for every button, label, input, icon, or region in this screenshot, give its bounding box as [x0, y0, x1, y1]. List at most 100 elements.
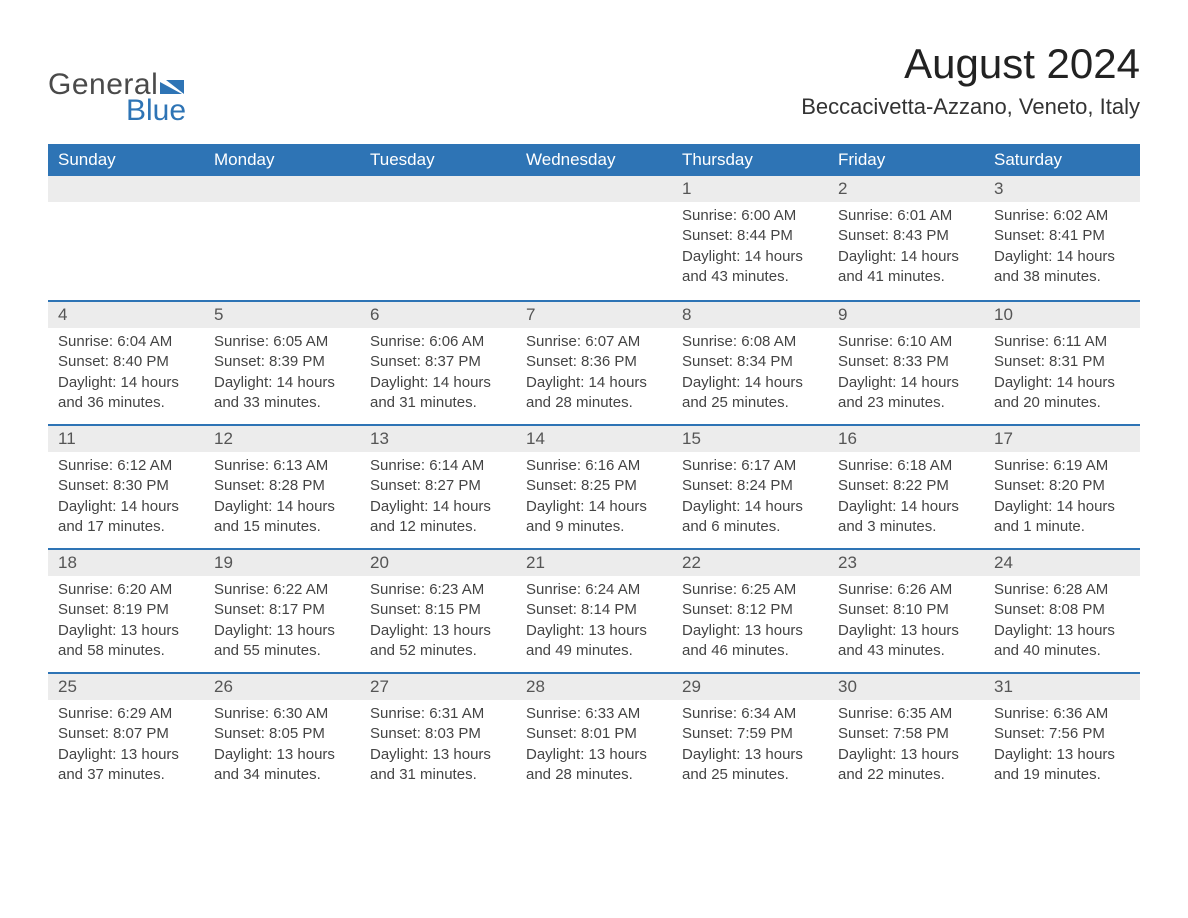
daylight-line: Daylight: 14 hours and 43 minutes.	[682, 247, 818, 288]
sunset-line: Sunset: 8:40 PM	[58, 352, 194, 372]
sunset-line: Sunset: 8:44 PM	[682, 226, 818, 246]
day-details: Sunrise: 6:20 AMSunset: 8:19 PMDaylight:…	[48, 576, 204, 669]
day-details: Sunrise: 6:13 AMSunset: 8:28 PMDaylight:…	[204, 452, 360, 545]
daylight-line: Daylight: 13 hours and 46 minutes.	[682, 621, 818, 662]
calendar-day-cell	[516, 176, 672, 300]
day-details: Sunrise: 6:18 AMSunset: 8:22 PMDaylight:…	[828, 452, 984, 545]
day-details: Sunrise: 6:34 AMSunset: 7:59 PMDaylight:…	[672, 700, 828, 793]
sunset-line: Sunset: 8:27 PM	[370, 476, 506, 496]
sunset-line: Sunset: 8:03 PM	[370, 724, 506, 744]
month-title: August 2024	[801, 40, 1140, 88]
sunrise-line: Sunrise: 6:30 AM	[214, 704, 350, 724]
sunrise-line: Sunrise: 6:13 AM	[214, 456, 350, 476]
sunrise-line: Sunrise: 6:07 AM	[526, 332, 662, 352]
day-number: 20	[360, 548, 516, 576]
daylight-line: Daylight: 14 hours and 6 minutes.	[682, 497, 818, 538]
day-details: Sunrise: 6:30 AMSunset: 8:05 PMDaylight:…	[204, 700, 360, 793]
day-details: Sunrise: 6:26 AMSunset: 8:10 PMDaylight:…	[828, 576, 984, 669]
daylight-line: Daylight: 14 hours and 31 minutes.	[370, 373, 506, 414]
daylight-line: Daylight: 14 hours and 33 minutes.	[214, 373, 350, 414]
day-details: Sunrise: 6:00 AMSunset: 8:44 PMDaylight:…	[672, 202, 828, 295]
calendar-day-cell: 5Sunrise: 6:05 AMSunset: 8:39 PMDaylight…	[204, 300, 360, 424]
sunrise-line: Sunrise: 6:10 AM	[838, 332, 974, 352]
day-details: Sunrise: 6:24 AMSunset: 8:14 PMDaylight:…	[516, 576, 672, 669]
sunset-line: Sunset: 8:08 PM	[994, 600, 1130, 620]
sunrise-line: Sunrise: 6:16 AM	[526, 456, 662, 476]
calendar-week-row: 25Sunrise: 6:29 AMSunset: 8:07 PMDayligh…	[48, 672, 1140, 796]
sunrise-line: Sunrise: 6:33 AM	[526, 704, 662, 724]
daylight-line: Daylight: 14 hours and 23 minutes.	[838, 373, 974, 414]
sunrise-line: Sunrise: 6:00 AM	[682, 206, 818, 226]
sunrise-line: Sunrise: 6:18 AM	[838, 456, 974, 476]
calendar-day-cell: 17Sunrise: 6:19 AMSunset: 8:20 PMDayligh…	[984, 424, 1140, 548]
sunset-line: Sunset: 8:07 PM	[58, 724, 194, 744]
sunrise-line: Sunrise: 6:12 AM	[58, 456, 194, 476]
day-number: 16	[828, 424, 984, 452]
sunrise-line: Sunrise: 6:34 AM	[682, 704, 818, 724]
day-number: 25	[48, 672, 204, 700]
empty-day	[48, 176, 204, 202]
daylight-line: Daylight: 13 hours and 52 minutes.	[370, 621, 506, 662]
day-details: Sunrise: 6:33 AMSunset: 8:01 PMDaylight:…	[516, 700, 672, 793]
empty-day	[360, 176, 516, 202]
sunset-line: Sunset: 8:05 PM	[214, 724, 350, 744]
calendar-day-cell: 13Sunrise: 6:14 AMSunset: 8:27 PMDayligh…	[360, 424, 516, 548]
calendar-day-cell: 21Sunrise: 6:24 AMSunset: 8:14 PMDayligh…	[516, 548, 672, 672]
sunset-line: Sunset: 8:41 PM	[994, 226, 1130, 246]
day-number: 24	[984, 548, 1140, 576]
day-number: 13	[360, 424, 516, 452]
daylight-line: Daylight: 13 hours and 25 minutes.	[682, 745, 818, 786]
day-number: 7	[516, 300, 672, 328]
day-details: Sunrise: 6:12 AMSunset: 8:30 PMDaylight:…	[48, 452, 204, 545]
calendar-day-cell: 15Sunrise: 6:17 AMSunset: 8:24 PMDayligh…	[672, 424, 828, 548]
calendar-table: Sunday Monday Tuesday Wednesday Thursday…	[48, 144, 1140, 796]
day-number: 31	[984, 672, 1140, 700]
sunrise-line: Sunrise: 6:11 AM	[994, 332, 1130, 352]
daylight-line: Daylight: 13 hours and 31 minutes.	[370, 745, 506, 786]
calendar-day-cell: 1Sunrise: 6:00 AMSunset: 8:44 PMDaylight…	[672, 176, 828, 300]
sunrise-line: Sunrise: 6:17 AM	[682, 456, 818, 476]
calendar-day-cell: 16Sunrise: 6:18 AMSunset: 8:22 PMDayligh…	[828, 424, 984, 548]
calendar-day-cell: 12Sunrise: 6:13 AMSunset: 8:28 PMDayligh…	[204, 424, 360, 548]
empty-day	[204, 176, 360, 202]
day-number: 12	[204, 424, 360, 452]
day-number: 3	[984, 176, 1140, 202]
sunset-line: Sunset: 8:01 PM	[526, 724, 662, 744]
daylight-line: Daylight: 14 hours and 15 minutes.	[214, 497, 350, 538]
weekday-header: Friday	[828, 144, 984, 176]
sunset-line: Sunset: 8:30 PM	[58, 476, 194, 496]
title-block: August 2024 Beccacivetta-Azzano, Veneto,…	[801, 40, 1140, 120]
day-number: 2	[828, 176, 984, 202]
sunrise-line: Sunrise: 6:20 AM	[58, 580, 194, 600]
day-details: Sunrise: 6:36 AMSunset: 7:56 PMDaylight:…	[984, 700, 1140, 793]
day-number: 29	[672, 672, 828, 700]
sunset-line: Sunset: 7:56 PM	[994, 724, 1130, 744]
daylight-line: Daylight: 14 hours and 36 minutes.	[58, 373, 194, 414]
sunrise-line: Sunrise: 6:29 AM	[58, 704, 194, 724]
sunset-line: Sunset: 8:37 PM	[370, 352, 506, 372]
sunrise-line: Sunrise: 6:05 AM	[214, 332, 350, 352]
day-number: 10	[984, 300, 1140, 328]
day-details: Sunrise: 6:29 AMSunset: 8:07 PMDaylight:…	[48, 700, 204, 793]
day-number: 9	[828, 300, 984, 328]
sunset-line: Sunset: 8:39 PM	[214, 352, 350, 372]
day-number: 22	[672, 548, 828, 576]
day-number: 28	[516, 672, 672, 700]
day-details: Sunrise: 6:17 AMSunset: 8:24 PMDaylight:…	[672, 452, 828, 545]
empty-day	[516, 176, 672, 202]
sunset-line: Sunset: 8:25 PM	[526, 476, 662, 496]
sunrise-line: Sunrise: 6:26 AM	[838, 580, 974, 600]
weekday-header: Monday	[204, 144, 360, 176]
logo: General Blue	[48, 40, 194, 128]
calendar-day-cell: 20Sunrise: 6:23 AMSunset: 8:15 PMDayligh…	[360, 548, 516, 672]
sunset-line: Sunset: 8:17 PM	[214, 600, 350, 620]
daylight-line: Daylight: 13 hours and 58 minutes.	[58, 621, 194, 662]
daylight-line: Daylight: 14 hours and 28 minutes.	[526, 373, 662, 414]
day-details: Sunrise: 6:35 AMSunset: 7:58 PMDaylight:…	[828, 700, 984, 793]
calendar-day-cell	[204, 176, 360, 300]
location-subtitle: Beccacivetta-Azzano, Veneto, Italy	[801, 94, 1140, 120]
sunset-line: Sunset: 8:12 PM	[682, 600, 818, 620]
day-number: 26	[204, 672, 360, 700]
calendar-week-row: 4Sunrise: 6:04 AMSunset: 8:40 PMDaylight…	[48, 300, 1140, 424]
calendar-day-cell: 23Sunrise: 6:26 AMSunset: 8:10 PMDayligh…	[828, 548, 984, 672]
